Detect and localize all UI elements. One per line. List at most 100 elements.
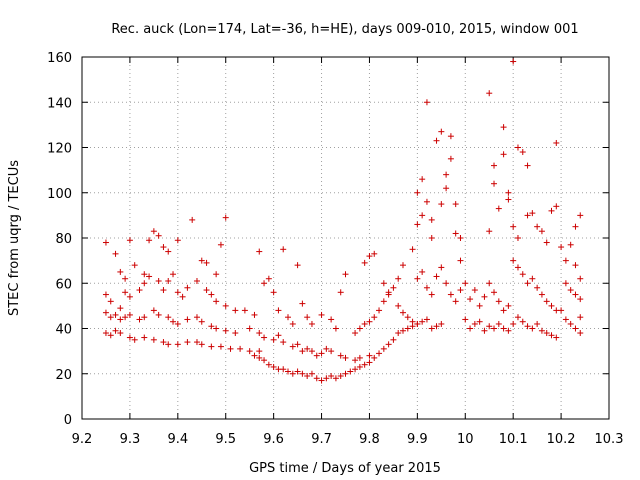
data-point xyxy=(342,354,349,361)
data-point xyxy=(146,273,153,280)
x-tick-label: 9.5 xyxy=(215,432,236,447)
data-point xyxy=(241,307,248,314)
x-tick-label: 9.8 xyxy=(359,432,380,447)
data-point xyxy=(390,336,397,343)
data-point xyxy=(107,314,114,321)
data-point xyxy=(299,300,306,307)
data-point xyxy=(534,284,541,291)
data-point xyxy=(150,307,157,314)
data-point xyxy=(352,366,359,373)
data-point xyxy=(486,90,493,97)
data-point xyxy=(404,325,411,332)
data-point xyxy=(174,320,181,327)
data-point xyxy=(505,302,512,309)
data-point xyxy=(213,298,220,305)
data-point xyxy=(428,291,435,298)
data-point xyxy=(366,318,373,325)
data-point xyxy=(577,314,584,321)
data-point xyxy=(486,228,493,235)
data-point xyxy=(376,350,383,357)
data-point xyxy=(467,296,474,303)
data-point xyxy=(155,232,162,239)
data-point xyxy=(150,336,157,343)
data-point xyxy=(409,323,416,330)
data-point xyxy=(165,277,172,284)
data-point xyxy=(323,375,330,382)
data-point xyxy=(280,246,287,253)
data-point xyxy=(251,352,258,359)
data-point xyxy=(150,228,157,235)
data-point xyxy=(577,275,584,282)
data-point xyxy=(491,289,498,296)
data-points xyxy=(102,58,584,384)
data-point xyxy=(122,289,129,296)
data-point xyxy=(510,257,517,264)
data-point xyxy=(514,314,521,321)
data-point xyxy=(457,257,464,264)
data-point xyxy=(438,320,445,327)
data-point xyxy=(495,320,502,327)
data-point xyxy=(471,287,478,294)
data-point xyxy=(136,316,143,323)
data-point xyxy=(538,291,545,298)
data-point xyxy=(457,287,464,294)
data-point xyxy=(505,189,512,196)
data-point xyxy=(447,133,454,140)
data-point xyxy=(184,284,191,291)
data-point xyxy=(548,332,555,339)
data-point xyxy=(399,309,406,316)
data-point xyxy=(529,275,536,282)
data-point xyxy=(102,309,109,316)
data-point xyxy=(136,287,143,294)
data-point xyxy=(246,325,253,332)
data-point xyxy=(280,339,287,346)
data-point xyxy=(419,176,426,183)
data-point xyxy=(414,189,421,196)
data-point xyxy=(519,149,526,156)
data-point xyxy=(117,330,124,337)
y-tick-label: 40 xyxy=(55,323,72,338)
data-point xyxy=(538,327,545,334)
x-tick-label: 10.3 xyxy=(595,432,624,447)
data-point xyxy=(423,284,430,291)
data-point xyxy=(122,275,129,282)
data-point xyxy=(102,330,109,337)
data-point xyxy=(217,343,224,350)
data-point xyxy=(270,336,277,343)
axis-ticks: 9.2 9.3 9.4 9.5 9.6 9.7 9.8 9.9 10 10.1 10.2 10.3 0 2… xyxy=(47,51,623,447)
data-point xyxy=(366,359,373,366)
data-point xyxy=(414,275,421,282)
data-point xyxy=(414,320,421,327)
data-point xyxy=(562,280,569,287)
data-point xyxy=(141,271,148,278)
data-point xyxy=(294,341,301,348)
data-point xyxy=(457,235,464,241)
data-point xyxy=(203,259,210,266)
data-point xyxy=(572,262,579,269)
data-point xyxy=(313,375,320,382)
data-point xyxy=(328,316,335,323)
data-point xyxy=(471,320,478,327)
data-point xyxy=(189,216,196,223)
data-point xyxy=(251,311,258,318)
data-point xyxy=(198,341,205,348)
data-point xyxy=(419,268,426,275)
data-point xyxy=(232,330,239,337)
data-point xyxy=(510,58,517,65)
data-point xyxy=(519,318,526,325)
data-point xyxy=(270,363,277,370)
data-point xyxy=(289,343,296,350)
data-point xyxy=(443,171,450,178)
data-point xyxy=(275,332,282,339)
data-point xyxy=(481,327,488,334)
data-point xyxy=(261,357,268,364)
y-tick-label: 140 xyxy=(47,96,72,111)
data-point xyxy=(246,348,253,355)
data-point xyxy=(308,348,315,355)
data-point xyxy=(318,350,325,357)
y-tick-label: 100 xyxy=(47,187,72,202)
data-point xyxy=(112,250,119,257)
data-point xyxy=(543,298,550,305)
data-point xyxy=(179,293,186,300)
data-point xyxy=(514,264,521,271)
